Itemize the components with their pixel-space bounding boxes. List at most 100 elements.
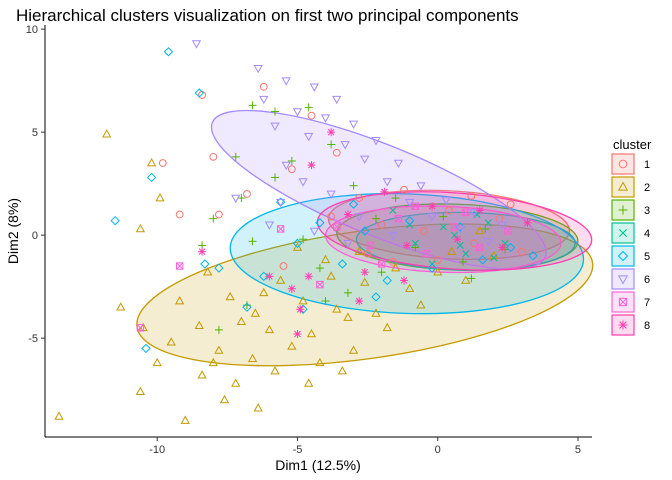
point-cluster-4 bbox=[450, 231, 459, 239]
point-cluster-7 bbox=[316, 280, 324, 289]
legend-label: 1 bbox=[644, 159, 650, 171]
legend-marker-7 bbox=[618, 297, 628, 307]
point-cluster-6 bbox=[371, 137, 381, 146]
x-tick-label: -5 bbox=[293, 444, 303, 456]
point-cluster-6 bbox=[275, 198, 286, 208]
x-tick-label: 5 bbox=[575, 444, 581, 456]
point-cluster-6 bbox=[427, 213, 437, 222]
point-cluster-1 bbox=[433, 255, 442, 264]
point-cluster-6 bbox=[469, 209, 479, 218]
point-cluster-4 bbox=[490, 254, 498, 262]
point-cluster-2 bbox=[250, 308, 261, 317]
point-cluster-7 bbox=[411, 202, 419, 210]
point-cluster-6 bbox=[497, 221, 507, 230]
legend-key bbox=[611, 268, 635, 290]
point-cluster-1 bbox=[307, 111, 316, 120]
legend-label: 8 bbox=[644, 320, 650, 332]
point-cluster-8 bbox=[523, 218, 532, 227]
legend-label: 2 bbox=[644, 182, 650, 194]
point-cluster-6 bbox=[348, 120, 359, 129]
point-cluster-1 bbox=[388, 258, 397, 266]
point-cluster-2 bbox=[203, 267, 213, 276]
point-cluster-2 bbox=[166, 337, 176, 346]
point-cluster-5 bbox=[427, 263, 437, 273]
point-cluster-2 bbox=[275, 275, 286, 284]
legend-key bbox=[611, 153, 635, 175]
legend-item-4: 4 bbox=[611, 222, 650, 244]
legend-key bbox=[611, 245, 635, 267]
point-cluster-2 bbox=[461, 275, 471, 284]
point-cluster-2 bbox=[194, 320, 204, 330]
y-ticks: -5 0 5 10 bbox=[26, 24, 45, 345]
point-cluster-5 bbox=[382, 275, 392, 286]
legend-label: 6 bbox=[644, 274, 650, 286]
point-cluster-6 bbox=[309, 227, 319, 237]
point-cluster-3 bbox=[481, 224, 490, 233]
legend-item-7: 7 bbox=[611, 291, 650, 313]
legend-marker-4 bbox=[619, 229, 627, 237]
point-cluster-1 bbox=[259, 82, 268, 91]
point-cluster-2 bbox=[146, 157, 157, 167]
point-cluster-5 bbox=[337, 259, 348, 269]
point-cluster-6 bbox=[393, 159, 404, 169]
point-cluster-7 bbox=[450, 223, 459, 231]
point-cluster-2 bbox=[320, 254, 331, 264]
point-cluster-1 bbox=[175, 210, 184, 219]
point-cluster-3 bbox=[248, 101, 257, 110]
point-cluster-7 bbox=[422, 249, 431, 258]
point-cluster-6 bbox=[231, 194, 241, 204]
point-cluster-8 bbox=[355, 297, 364, 306]
legend-item-1: 1 bbox=[611, 153, 650, 175]
y-tick-label: 5 bbox=[32, 127, 38, 139]
point-cluster-1 bbox=[470, 239, 479, 248]
point-cluster-8 bbox=[296, 305, 305, 314]
point-cluster-6 bbox=[343, 240, 353, 249]
legend-marker-2 bbox=[617, 181, 629, 191]
legend-key bbox=[611, 176, 635, 198]
point-cluster-5 bbox=[194, 88, 204, 98]
point-cluster-6 bbox=[191, 40, 202, 49]
point-cluster-2 bbox=[264, 324, 275, 334]
y-tick-label: 10 bbox=[26, 24, 38, 36]
point-cluster-2 bbox=[298, 296, 308, 305]
point-cluster-4 bbox=[501, 239, 509, 247]
point-cluster-2 bbox=[416, 300, 426, 309]
chart-title: Hierarchical clusters visualization on f… bbox=[16, 6, 519, 25]
point-cluster-2 bbox=[102, 129, 112, 138]
point-cluster-8 bbox=[287, 284, 296, 293]
point-cluster-2 bbox=[343, 312, 353, 321]
point-cluster-3 bbox=[327, 140, 336, 149]
legend-marker-3 bbox=[618, 205, 628, 215]
point-cluster-2 bbox=[405, 283, 415, 292]
point-cluster-3 bbox=[458, 257, 467, 266]
point-cluster-2 bbox=[315, 357, 325, 367]
point-cluster-3 bbox=[242, 301, 251, 310]
point-cluster-1 bbox=[158, 159, 167, 167]
point-cluster-6 bbox=[388, 231, 398, 241]
x-tick-label: -10 bbox=[149, 444, 165, 456]
point-cluster-2 bbox=[489, 250, 499, 260]
point-cluster-1 bbox=[332, 148, 341, 157]
point-cluster-2 bbox=[360, 277, 370, 286]
point-cluster-8 bbox=[400, 276, 409, 285]
point-cluster-4 bbox=[456, 241, 464, 249]
point-cluster-6 bbox=[304, 132, 314, 142]
point-cluster-7 bbox=[175, 262, 184, 270]
point-cluster-7 bbox=[504, 227, 512, 235]
point-cluster-2 bbox=[180, 415, 190, 424]
point-cluster-7 bbox=[366, 241, 375, 250]
point-cluster-3 bbox=[391, 194, 400, 203]
y-axis-label: Dim2 (8%) bbox=[5, 198, 21, 264]
point-cluster-1 bbox=[287, 165, 296, 174]
point-cluster-6 bbox=[259, 95, 269, 105]
point-cluster-6 bbox=[320, 114, 331, 123]
point-cluster-1 bbox=[517, 247, 526, 256]
point-cluster-5 bbox=[348, 199, 359, 209]
legend-label: 5 bbox=[644, 251, 650, 263]
point-cluster-5 bbox=[505, 242, 516, 253]
point-cluster-5 bbox=[360, 226, 370, 236]
point-cluster-3 bbox=[372, 214, 381, 223]
legend-marker-5 bbox=[617, 250, 629, 262]
point-cluster-6 bbox=[483, 238, 493, 247]
point-cluster-7 bbox=[462, 208, 470, 217]
